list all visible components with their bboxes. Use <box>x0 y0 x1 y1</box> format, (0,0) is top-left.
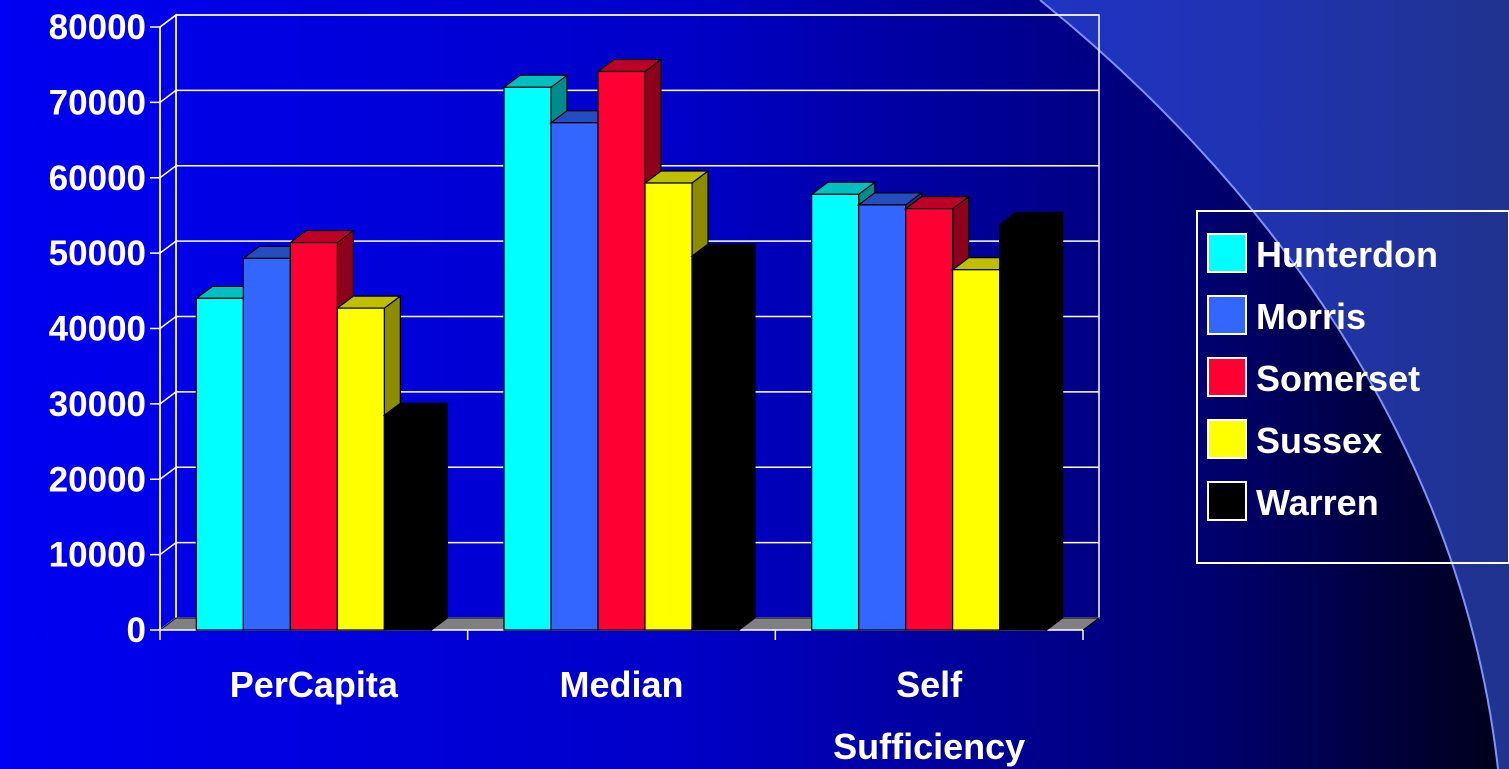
legend-label: Hunterdon <box>1256 234 1438 275</box>
bar-front <box>952 269 1001 631</box>
bar-front <box>811 193 860 631</box>
y-axis-ticks: 0 10000 20000 30000 40000 50000 60000 70000 8000… <box>49 8 1084 650</box>
bar-front <box>503 86 552 631</box>
bar-warren <box>997 211 1065 632</box>
y-tick-label: 20000 <box>49 460 146 499</box>
gridline-side <box>159 466 177 480</box>
legend-label: Somerset <box>1256 358 1420 399</box>
bar-side <box>738 242 756 632</box>
y-tick-label: 80000 <box>49 8 146 47</box>
bar-warren <box>690 242 757 632</box>
gridline-side <box>159 240 177 254</box>
y-tick-label: 60000 <box>49 159 146 198</box>
y-tick-label: 40000 <box>49 310 146 349</box>
bar-front <box>336 307 385 631</box>
category-label: Median <box>559 664 683 705</box>
gridline-side <box>159 89 177 103</box>
legend-item-somerset: Somerset <box>1207 357 1420 399</box>
legend: Hunterdon Morris Somerset Sussex Warren <box>1196 210 1509 564</box>
decorative-arc <box>1040 0 1509 769</box>
bar-front <box>905 208 954 631</box>
legend-label: Morris <box>1256 296 1366 337</box>
legend-swatch <box>1207 233 1247 273</box>
bar-front <box>289 241 338 631</box>
bar-front <box>242 257 291 631</box>
bar-front <box>691 255 740 631</box>
category-label: PerCapita <box>230 664 399 705</box>
y-tick-label: 0 <box>127 611 146 650</box>
bar-side <box>430 401 448 632</box>
x-axis-category-labels: PerCapita Median Self Sufficiency <box>230 664 1025 767</box>
legend-item-morris: Morris <box>1207 295 1366 337</box>
y-tick-label: 50000 <box>49 234 146 273</box>
bar-side <box>1046 211 1064 632</box>
y-tick-label: 30000 <box>49 385 146 424</box>
bar-front <box>550 122 599 631</box>
y-tick-label: 10000 <box>49 536 146 575</box>
bar-front <box>383 414 432 631</box>
legend-label: Sussex <box>1256 420 1382 461</box>
gridline-side <box>159 391 177 405</box>
bar-warren <box>382 401 450 632</box>
bar-front <box>999 223 1048 631</box>
legend-item-hunterdon: Hunterdon <box>1207 233 1438 275</box>
legend-swatch <box>1207 295 1247 335</box>
legend-box <box>1196 210 1509 564</box>
legend-item-warren: Warren <box>1207 481 1379 523</box>
y-tick-label: 70000 <box>49 83 146 122</box>
gridline-side <box>159 14 177 28</box>
bar-front <box>195 297 244 631</box>
legend-label: Warren <box>1256 482 1379 523</box>
gridline-side <box>159 315 177 330</box>
bars <box>194 58 1065 632</box>
gridline-side <box>159 542 177 556</box>
bar-front <box>597 70 646 631</box>
legend-swatch <box>1207 481 1247 521</box>
legend-swatch <box>1207 357 1247 397</box>
category-label: Self Sufficiency <box>833 664 1025 767</box>
bar-front <box>858 204 907 631</box>
bar-front <box>644 182 693 631</box>
decorative-arc-edge <box>1039 0 1499 769</box>
legend-swatch <box>1207 419 1247 459</box>
gridline-side <box>159 165 177 179</box>
legend-item-sussex: Sussex <box>1207 419 1382 461</box>
